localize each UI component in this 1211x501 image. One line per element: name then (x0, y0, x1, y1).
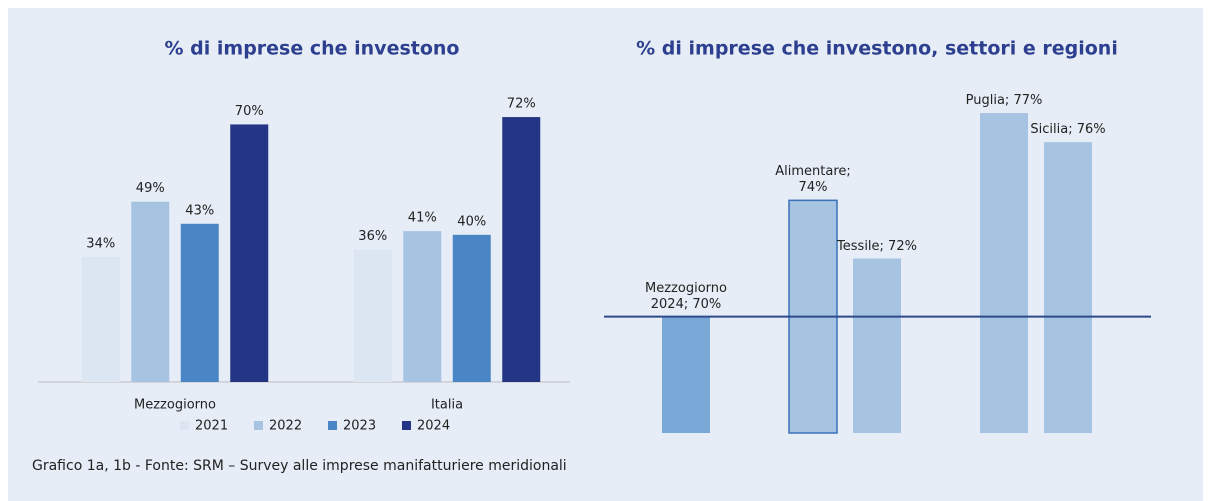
bar (980, 113, 1028, 433)
legend-label: 2021 (195, 419, 228, 434)
caption: Grafico 1a, 1b - Fonte: SRM – Survey all… (32, 458, 567, 474)
chart-title: % di imprese che investono (165, 38, 460, 60)
value-label: 34% (86, 236, 115, 251)
legend-label: 2022 (269, 419, 302, 434)
legend-label: 2024 (417, 419, 450, 434)
bar (452, 234, 491, 382)
value-label: 43% (185, 203, 214, 218)
bar (662, 316, 710, 433)
bar (502, 117, 541, 383)
bar (1044, 142, 1092, 433)
legend-swatch (328, 421, 337, 430)
bar (230, 124, 269, 382)
legend-swatch (402, 421, 411, 430)
bar (81, 256, 120, 382)
bar (853, 258, 901, 433)
value-label: Mezzogiorno 2024; 70% (645, 280, 727, 312)
bar (180, 223, 219, 382)
value-label: Tessile; 72% (837, 238, 917, 254)
x-tick-label: Italia (431, 398, 463, 413)
legend-label: 2023 (343, 419, 376, 434)
value-label: 70% (235, 104, 264, 119)
value-label: 72% (507, 97, 536, 112)
x-tick-label: Mezzogiorno (134, 398, 216, 413)
bar (131, 201, 170, 382)
value-label: Puglia; 77% (965, 93, 1043, 109)
value-label: 49% (136, 181, 165, 196)
bar (353, 249, 392, 382)
bar (403, 231, 442, 382)
value-label: 40% (457, 214, 486, 229)
value-label: Alimentare; 74% (775, 164, 851, 196)
legend-swatch (254, 421, 263, 430)
legend-swatch (180, 421, 189, 430)
value-label: 36% (358, 229, 387, 244)
value-label: 41% (408, 211, 437, 226)
chart-title: % di imprese che investono, settori e re… (636, 38, 1118, 60)
value-label: Sicilia; 76% (1030, 122, 1106, 138)
